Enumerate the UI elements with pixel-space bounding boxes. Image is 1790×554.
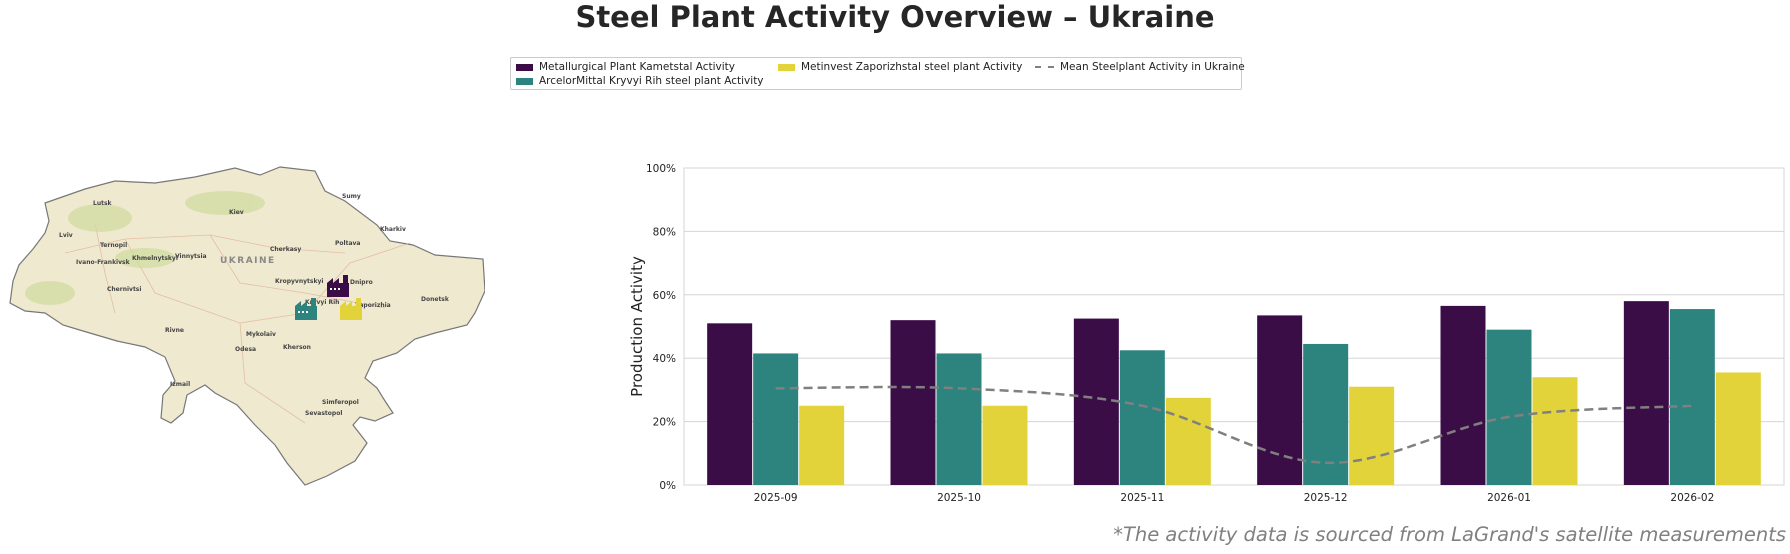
city-label: Izmail	[170, 381, 190, 388]
factory-icon-arcelormittal	[295, 298, 317, 320]
mean-activity-line	[775, 385, 1693, 465]
bar	[1073, 318, 1119, 485]
city-label: Mykolaiv	[246, 331, 276, 338]
city-label: Kropyvnytskyi	[275, 278, 323, 285]
city-label: Ivano-Frankivsk	[76, 259, 131, 266]
legend-label-kametstal: Metallurgical Plant Kametstal Activity	[539, 61, 736, 73]
bar	[1623, 301, 1669, 485]
legend-label-zaporizhstal: Metinvest Zaporizhstal steel plant Activ…	[801, 61, 1023, 73]
x-tick-label: 2025-11	[1120, 492, 1164, 504]
city-label: Kharkiv	[380, 226, 406, 233]
bar	[753, 353, 799, 485]
y-tick-label: 80%	[653, 226, 676, 238]
factory-icon-zaporizhstal	[340, 298, 362, 320]
ukraine-map-svg: Lutsk Rivne Kiev Sumy Kharkiv Lviv Terno…	[5, 163, 486, 488]
y-tick-label: 60%	[653, 290, 676, 302]
bar	[1440, 305, 1486, 485]
bar	[1257, 315, 1303, 485]
legend-swatch-arcelormittal	[516, 77, 533, 85]
x-tick-label: 2025-10	[937, 492, 981, 504]
city-label: Ternopil	[100, 242, 127, 249]
ukraine-map: Lutsk Rivne Kiev Sumy Kharkiv Lviv Terno…	[5, 163, 486, 488]
city-label: Donetsk	[421, 296, 450, 303]
footnote: *The activity data is sourced from LaGra…	[1113, 523, 1786, 546]
bar	[707, 323, 753, 485]
city-label: Lviv	[59, 232, 73, 239]
city-label: Sumy	[342, 193, 361, 200]
bar	[936, 353, 982, 485]
bar	[1669, 309, 1715, 485]
x-tick-label: 2026-01	[1487, 492, 1531, 504]
legend-item-arcelormittal: ArcelorMittal Kryvyi Rih steel plant Act…	[516, 75, 764, 87]
y-tick-label: 40%	[653, 353, 676, 365]
bar	[1486, 329, 1532, 485]
bar	[1119, 350, 1165, 485]
city-label: Chernivtsi	[107, 286, 141, 293]
legend-swatch-zaporizhstal	[778, 63, 795, 71]
y-tick-label: 20%	[653, 417, 676, 429]
city-label: Sevastopol	[305, 410, 342, 417]
x-tick-label: 2025-09	[754, 492, 798, 504]
legend-item-mean: Mean Steelplant Activity in Ukraine	[1035, 61, 1245, 73]
bar	[982, 405, 1028, 485]
city-label: Kiev	[229, 209, 244, 216]
city-label: Lutsk	[93, 200, 113, 207]
city-label: Kryvyi Rih	[305, 299, 339, 306]
city-label: Khmelnytskyi	[132, 255, 178, 262]
factory-icon-kametstal	[327, 275, 349, 297]
legend-item-kametstal: Metallurgical Plant Kametstal Activity	[516, 61, 735, 73]
bar	[1165, 397, 1211, 485]
city-label: Simferopol	[322, 399, 359, 406]
legend-label-mean: Mean Steelplant Activity in Ukraine	[1060, 61, 1245, 73]
x-tick-label: 2025-12	[1304, 492, 1348, 504]
bar	[799, 405, 845, 485]
city-label: Poltava	[335, 240, 360, 247]
city-label: Kherson	[283, 344, 311, 351]
bar	[1715, 372, 1761, 485]
city-label: Vinnytsia	[175, 253, 207, 260]
y-tick-label: 0%	[659, 480, 676, 492]
y-axis-label: Production Activity	[628, 256, 646, 397]
bar	[1349, 386, 1395, 485]
legend-swatch-mean	[1035, 66, 1054, 68]
plot-frame	[683, 167, 1785, 486]
x-tick-label: 2026-02	[1670, 492, 1714, 504]
map-country-label: UKRAINE	[220, 256, 276, 266]
legend-item-zaporizhstal: Metinvest Zaporizhstal steel plant Activ…	[778, 61, 1022, 73]
city-label: Rivne	[165, 327, 184, 334]
city-label: Cherkasy	[270, 246, 301, 253]
legend-label-arcelormittal: ArcelorMittal Kryvyi Rih steel plant Act…	[539, 75, 764, 87]
city-label: Zaporizhia	[355, 302, 391, 309]
city-label: Odesa	[235, 346, 256, 353]
chart-title: Steel Plant Activity Overview – Ukraine	[575, 0, 1215, 34]
city-label: Dnipro	[350, 279, 373, 286]
bar	[890, 320, 936, 485]
legend: Metallurgical Plant Kametstal Activity A…	[510, 57, 1245, 90]
legend-swatch-kametstal	[516, 63, 533, 71]
y-tick-label: 100%	[646, 163, 676, 175]
bar	[1532, 377, 1578, 485]
